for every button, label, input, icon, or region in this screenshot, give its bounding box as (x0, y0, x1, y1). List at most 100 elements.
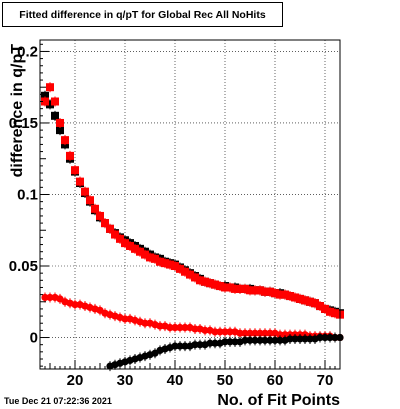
data-point (286, 335, 294, 343)
data-point (296, 294, 304, 303)
y-tick-label-0: 0 (30, 330, 38, 347)
data-point (196, 341, 204, 349)
data-point (166, 260, 174, 269)
data-point (71, 166, 79, 175)
data-point (76, 177, 84, 186)
data-point (256, 336, 264, 344)
data-point (301, 296, 309, 305)
data-point (286, 292, 294, 301)
data-point (226, 328, 234, 336)
data-point (281, 290, 289, 299)
data-point (226, 283, 234, 292)
data-point (291, 335, 299, 343)
data-point (231, 284, 239, 293)
series-0 (41, 90, 344, 319)
data-point (256, 286, 264, 295)
x-tick-label-60: 60 (267, 372, 284, 389)
series-1 (41, 82, 344, 320)
data-point (306, 297, 314, 306)
x-tick-label-40: 40 (167, 372, 184, 389)
data-point (311, 299, 319, 308)
data-point (216, 328, 224, 336)
data-point (66, 151, 74, 160)
data-point (156, 257, 164, 266)
data-point (46, 83, 54, 92)
data-point (206, 339, 214, 347)
y-tick-label-2: 0.1 (17, 186, 38, 203)
data-point (211, 328, 219, 336)
x-tick-label-30: 30 (117, 372, 134, 389)
data-point (61, 136, 69, 145)
data-point (46, 293, 54, 302)
data-point (261, 336, 269, 344)
data-point (56, 118, 64, 127)
data-point (261, 329, 269, 337)
data-point (171, 342, 179, 350)
x-axis-title: No. of Fit Points (217, 392, 340, 409)
data-point (306, 335, 314, 343)
axis-ticks: 20 30 40 50 60 70 0 0.05 0.1 0.15 0.2 (9, 43, 341, 389)
series-3 (106, 332, 344, 372)
x-tick-label-70: 70 (317, 372, 334, 389)
data-point (321, 333, 329, 342)
data-point (151, 254, 159, 263)
x-tick-label-20: 20 (67, 372, 84, 389)
data-point (181, 342, 189, 350)
data-point (211, 280, 219, 289)
data-point (236, 284, 244, 293)
data-point (251, 286, 259, 295)
data-point (241, 284, 249, 293)
data-point (231, 338, 239, 346)
y-tick-label-1: 0.05 (9, 258, 38, 275)
y-tick-label-3: 0.15 (9, 115, 38, 132)
data-point (246, 329, 254, 337)
data-point (51, 97, 59, 106)
data-point (41, 91, 49, 100)
data-point (316, 333, 324, 342)
data-point (146, 253, 154, 262)
x-tick-label-50: 50 (217, 372, 234, 389)
data-point (176, 323, 184, 332)
grid-lines (40, 40, 340, 369)
data-point (86, 196, 94, 205)
data-point (276, 290, 284, 299)
data-point (331, 333, 339, 342)
data-point (276, 336, 284, 344)
data-point (141, 250, 149, 259)
data-point (241, 336, 249, 344)
data-point (256, 329, 264, 337)
data-point (321, 304, 329, 313)
data-point (246, 336, 254, 344)
data-point (131, 244, 139, 253)
data-point (281, 331, 289, 339)
data-point (251, 336, 259, 344)
data-point (126, 241, 134, 250)
data-point (216, 282, 224, 291)
data-point (266, 336, 274, 344)
plot-frame (39, 39, 341, 370)
y-tick-label-4: 0.2 (17, 43, 38, 60)
data-point (56, 126, 64, 135)
data-point (276, 331, 284, 339)
data-point (51, 111, 59, 120)
data-point (271, 289, 279, 298)
data-point (171, 323, 179, 332)
data-point (41, 293, 49, 302)
data-point (326, 333, 334, 342)
data-point (206, 279, 214, 288)
data-point (271, 336, 279, 344)
data-point (251, 329, 259, 337)
data-point (326, 307, 334, 316)
data-point (201, 326, 209, 334)
data-point (246, 286, 254, 295)
data-point (221, 328, 229, 336)
data-point (136, 247, 144, 256)
data-point (71, 301, 79, 309)
data-point (176, 264, 184, 273)
data-point (221, 283, 229, 292)
data-point (141, 319, 149, 327)
data-point (81, 187, 89, 196)
data-point (156, 322, 164, 330)
data-point (91, 204, 99, 213)
